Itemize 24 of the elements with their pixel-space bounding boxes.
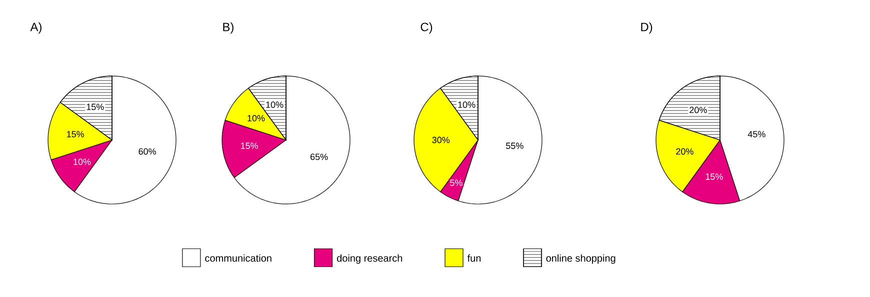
chart-title: D)	[641, 22, 652, 34]
legend-label: communication	[205, 254, 272, 262]
data-label: 5%	[450, 180, 462, 186]
data-label: 20%	[690, 106, 707, 114]
chart-title: B)	[223, 22, 234, 34]
data-label: 20%	[676, 148, 694, 155]
legend-label: doing research	[337, 254, 402, 264]
legend-label: online shopping	[546, 254, 616, 264]
data-label: 10%	[458, 102, 476, 108]
data-label: 55%	[506, 142, 524, 149]
data-label: 10%	[74, 158, 91, 165]
data-label: 45%	[748, 131, 766, 138]
data-label: 15%	[86, 104, 104, 110]
data-label: 30%	[432, 136, 450, 144]
data-label: 65%	[310, 154, 328, 160]
data-label: 15%	[241, 142, 258, 149]
data-label: 10%	[248, 114, 265, 122]
legend-label: fun	[467, 254, 481, 262]
data-label: 60%	[138, 148, 156, 155]
data-label: 10%	[266, 102, 284, 108]
chart-title: C)	[420, 22, 432, 34]
chart-title: A)	[30, 22, 42, 34]
data-label: 15%	[67, 131, 84, 138]
data-label: 15%	[706, 173, 723, 180]
